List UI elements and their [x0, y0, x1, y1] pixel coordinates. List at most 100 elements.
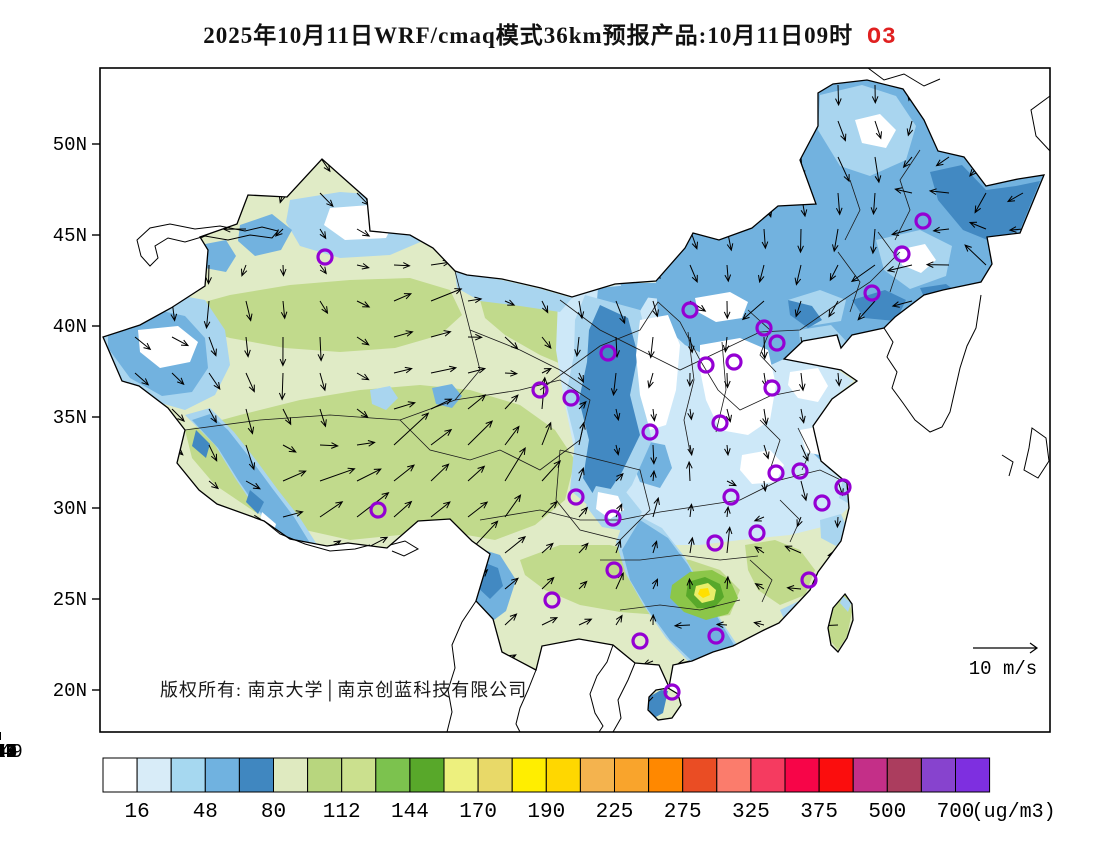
wind-arrow: [799, 408, 806, 424]
colorbar-cell: [682, 757, 718, 793]
city-marker: [755, 319, 773, 337]
city-marker: [711, 414, 729, 432]
wind-arrow: [208, 444, 218, 462]
wind-arrow: [467, 333, 483, 341]
wind-arrow: [1006, 192, 1024, 203]
wind-arrow: [614, 84, 621, 98]
wind-arrow: [319, 120, 327, 133]
wind-arrow: [798, 372, 806, 392]
copyright-text: 版权所有: 南京大学│南京创蓝科技有限公司: [160, 680, 528, 700]
wind-arrow: [134, 515, 146, 522]
colorbar-cell: [955, 757, 991, 793]
wind-arrow: [245, 300, 253, 322]
wind-arrow: [319, 372, 327, 392]
wind-arrow: [134, 84, 142, 95]
wind-arrow: [203, 300, 211, 330]
wind-arrow: [504, 228, 515, 236]
wind-arrow: [393, 539, 417, 554]
city-marker: [599, 344, 617, 362]
wind-arrow: [171, 336, 190, 347]
wind-arrow: [726, 156, 734, 178]
city-marker: [863, 284, 881, 302]
boundary-line: [759, 419, 781, 471]
wind-arrow: [975, 372, 987, 380]
wind-arrow: [837, 120, 847, 142]
neighbor-outline: [1023, 427, 1050, 479]
wind-arrow: [688, 120, 695, 137]
lat-tick-label: 25N: [53, 589, 87, 611]
wind-arrow: [786, 585, 802, 592]
city-marker: [663, 683, 681, 701]
wind-arrow: [356, 372, 370, 381]
wind-arrow: [794, 300, 802, 318]
neighbor-outlines: [136, 67, 1051, 733]
axis-layer: 50N 45N 40N 35N 30N 25N 20N 1252022793564335105…: [0, 134, 100, 763]
wind-arrow: [430, 501, 451, 518]
wind-arrow: [356, 579, 381, 590]
wind-arrow: [902, 587, 913, 595]
wind-arrow: [319, 578, 338, 590]
wind-arrow: [652, 84, 659, 101]
wind-arrow: [944, 516, 951, 528]
wind-arrow: [614, 228, 622, 245]
wind-arrow: [467, 156, 477, 165]
wind-arrow: [652, 264, 661, 280]
wind-arrow: [902, 156, 913, 169]
lon-tick-label: 818: [0, 741, 17, 763]
wind-arrow: [615, 472, 624, 482]
lat-tick-label: 30N: [53, 498, 87, 520]
wind-arrow: [724, 372, 731, 389]
wind-arrow: [430, 156, 441, 165]
wind-arrow: [244, 84, 251, 96]
wind-arrow: [467, 465, 486, 482]
wind-arrow: [1017, 624, 1024, 635]
colorbar-tick-label: 375: [800, 801, 838, 824]
city-marker: [706, 534, 724, 552]
neighbor-outline: [867, 67, 941, 87]
wind-arrow: [964, 244, 987, 266]
wind-arrow: [761, 228, 769, 250]
wind-arrow: [393, 84, 401, 94]
wind-arrow: [863, 586, 876, 594]
neighbor-outline: [1001, 454, 1014, 477]
wind-arrow: [430, 288, 463, 302]
wind-arrow: [467, 394, 487, 410]
boundary-line: [715, 341, 727, 433]
wind-arrow: [715, 657, 728, 665]
boundary-line: [539, 301, 801, 411]
wind-arrow: [208, 408, 217, 424]
wind-arrow: [578, 542, 589, 554]
wind-arrow: [393, 616, 412, 626]
wind-arrow: [504, 264, 516, 274]
wind-arrow: [171, 551, 185, 559]
wind-arrow: [504, 577, 519, 590]
wind-arrow: [430, 228, 446, 235]
wind-arrow: [726, 192, 733, 214]
colorbar-cell: [545, 757, 581, 793]
wind-arrow: [319, 656, 334, 663]
concentration-region: [788, 368, 828, 402]
wind-arrow: [467, 192, 480, 199]
wind-arrow: [356, 652, 372, 662]
wind-arrow: [504, 370, 519, 377]
wind-arrow: [891, 300, 913, 308]
wind-arrow: [393, 655, 407, 662]
wind-scale-legend: 10 m/s: [969, 642, 1039, 680]
wind-arrow: [168, 192, 176, 205]
wind-arrow: [319, 192, 334, 208]
wind-arrow: [504, 336, 519, 350]
city-marker: [791, 462, 809, 480]
city-marker: [707, 627, 725, 645]
wind-arrow: [467, 651, 481, 662]
wind-arrow: [504, 84, 513, 94]
colorbar-cell: [102, 757, 138, 793]
wind-arrow: [467, 120, 478, 129]
neighbor-outline: [389, 540, 420, 557]
wind-arrow: [649, 613, 657, 626]
wind-arrow: [824, 585, 839, 593]
boundary-line: [619, 599, 741, 611]
wind-arrow: [504, 192, 515, 201]
wind-arrow: [208, 336, 217, 357]
wind-arrow: [1018, 516, 1025, 528]
wind-arrow: [393, 262, 411, 269]
